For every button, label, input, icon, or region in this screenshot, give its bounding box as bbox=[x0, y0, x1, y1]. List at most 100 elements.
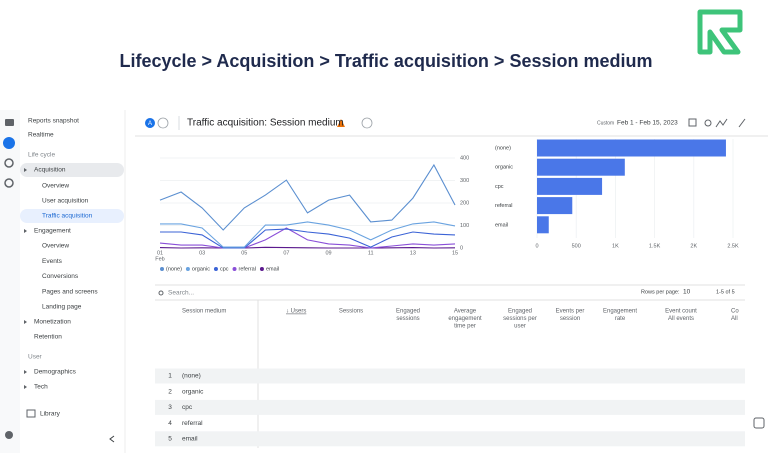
x-tick-label: 01 bbox=[157, 250, 163, 256]
warning-icon bbox=[337, 119, 345, 127]
expand-arrow bbox=[24, 320, 27, 324]
row-label[interactable]: referral bbox=[182, 420, 203, 427]
x-tick-label: 09 bbox=[326, 250, 332, 256]
nav-group[interactable]: Monetization bbox=[34, 319, 71, 326]
column-header[interactable]: sessions per bbox=[503, 316, 537, 322]
column-header[interactable]: engagement bbox=[448, 316, 482, 322]
x-tick-label: 1K bbox=[612, 243, 619, 249]
collapse-icon[interactable] bbox=[109, 435, 115, 443]
feedback-icon[interactable] bbox=[753, 417, 765, 429]
column-header[interactable]: Co bbox=[731, 309, 739, 315]
nav-group[interactable]: Acquisition bbox=[34, 167, 66, 174]
add-button[interactable] bbox=[361, 117, 373, 129]
column-header[interactable]: All bbox=[731, 316, 738, 322]
y-tick-label: 0 bbox=[460, 245, 463, 251]
bar bbox=[537, 158, 625, 176]
add-comparison[interactable] bbox=[157, 117, 169, 129]
nav-item[interactable]: Landing page bbox=[42, 304, 82, 311]
avatar-letter: A bbox=[148, 121, 152, 127]
column-header[interactable]: Events per bbox=[556, 309, 585, 315]
x-tick-label: 2.5K bbox=[727, 243, 739, 249]
line-series bbox=[160, 221, 456, 248]
nav-highlight bbox=[20, 163, 124, 177]
legend-label: (none) bbox=[166, 266, 182, 272]
bar bbox=[537, 139, 726, 157]
search[interactable]: Search... bbox=[168, 290, 194, 297]
nav-item[interactable]: Events bbox=[42, 258, 63, 265]
nav-item[interactable]: User acquisition bbox=[42, 198, 89, 205]
column-header[interactable]: Average bbox=[454, 309, 477, 315]
toolbar-icons bbox=[688, 118, 746, 128]
rows-label: Rows per page: bbox=[641, 289, 680, 295]
column-header[interactable]: Event count bbox=[665, 309, 697, 315]
column-header[interactable]: time per bbox=[454, 324, 476, 330]
line-series bbox=[159, 227, 456, 249]
nav-item[interactable]: Realtime bbox=[28, 132, 54, 139]
expand-arrow bbox=[24, 168, 27, 172]
column-header[interactable]: session bbox=[560, 316, 580, 322]
x-tick-label: 500 bbox=[572, 243, 581, 249]
nav-item[interactable]: Traffic acquisition bbox=[42, 213, 93, 220]
row-index: 5 bbox=[168, 436, 172, 443]
nav-group[interactable]: Tech bbox=[34, 384, 48, 391]
section-label: User bbox=[28, 354, 43, 361]
row-label[interactable]: organic bbox=[182, 388, 204, 395]
row-index: 3 bbox=[168, 404, 172, 411]
nav-item[interactable]: Library bbox=[40, 411, 61, 418]
column-header[interactable]: user bbox=[514, 324, 526, 330]
nav-item[interactable]: Reports snapshot bbox=[28, 118, 79, 125]
column-header[interactable]: Engaged bbox=[508, 309, 532, 315]
rows-select[interactable]: 10 bbox=[683, 289, 691, 296]
category-label: referral bbox=[495, 203, 512, 209]
nav-group[interactable]: Retention bbox=[34, 334, 62, 341]
column-header[interactable]: rate bbox=[615, 316, 626, 322]
bar bbox=[537, 177, 603, 195]
logo bbox=[697, 9, 743, 55]
x-tick-label: 03 bbox=[199, 250, 205, 256]
row-label[interactable]: (none) bbox=[182, 373, 201, 380]
y-tick-label: 100 bbox=[460, 223, 469, 229]
expand-arrow bbox=[24, 370, 27, 374]
date-range[interactable]: Feb 1 - Feb 15, 2023 bbox=[617, 120, 678, 127]
bar bbox=[537, 197, 573, 215]
legend-dot bbox=[259, 267, 264, 271]
nav-item[interactable]: Pages and screens bbox=[42, 288, 98, 295]
nav-item[interactable]: Conversions bbox=[42, 273, 79, 280]
line-series bbox=[160, 228, 456, 249]
row-index: 1 bbox=[168, 373, 172, 380]
legend-label: organic bbox=[192, 266, 210, 272]
avatar[interactable] bbox=[145, 118, 155, 128]
rail-icons bbox=[3, 119, 15, 439]
category-label: (none) bbox=[495, 145, 511, 151]
nav-item[interactable]: Overview bbox=[42, 243, 69, 250]
nav-item[interactable]: Overview bbox=[42, 183, 69, 190]
column-header[interactable]: Engagement bbox=[603, 309, 637, 315]
column-header[interactable]: Sessions bbox=[339, 309, 363, 315]
page-title: Lifecycle > Acquisition > Traffic acquis… bbox=[120, 51, 653, 71]
legend-dot bbox=[160, 267, 164, 271]
section-label: Life cycle bbox=[28, 152, 55, 159]
row-index: 4 bbox=[168, 420, 172, 427]
row-label[interactable]: email bbox=[182, 436, 198, 443]
column-header[interactable]: Engaged bbox=[396, 309, 420, 315]
x-tick-label: 2K bbox=[690, 243, 697, 249]
y-tick-label: 300 bbox=[460, 178, 469, 184]
nav-group[interactable]: Demographics bbox=[34, 369, 77, 376]
category-label: organic bbox=[495, 165, 513, 171]
x-tick-label: 0 bbox=[535, 243, 538, 249]
nav-group[interactable]: Engagement bbox=[34, 228, 71, 235]
legend-dot bbox=[213, 267, 218, 271]
row-label[interactable]: cpc bbox=[182, 404, 193, 411]
column-header[interactable]: sessions bbox=[396, 316, 419, 322]
column-header[interactable]: All events bbox=[668, 316, 694, 322]
column-header[interactable]: ↓ Users bbox=[286, 309, 306, 315]
row-index: 2 bbox=[168, 388, 172, 395]
legend-label: cpc bbox=[220, 266, 229, 272]
y-tick-label: 200 bbox=[460, 200, 469, 206]
nav-active bbox=[20, 209, 124, 223]
library-icon bbox=[26, 409, 36, 418]
category-label: email bbox=[495, 222, 508, 228]
y-tick-label: 400 bbox=[460, 155, 469, 161]
column-header[interactable]: Session medium bbox=[182, 309, 226, 315]
